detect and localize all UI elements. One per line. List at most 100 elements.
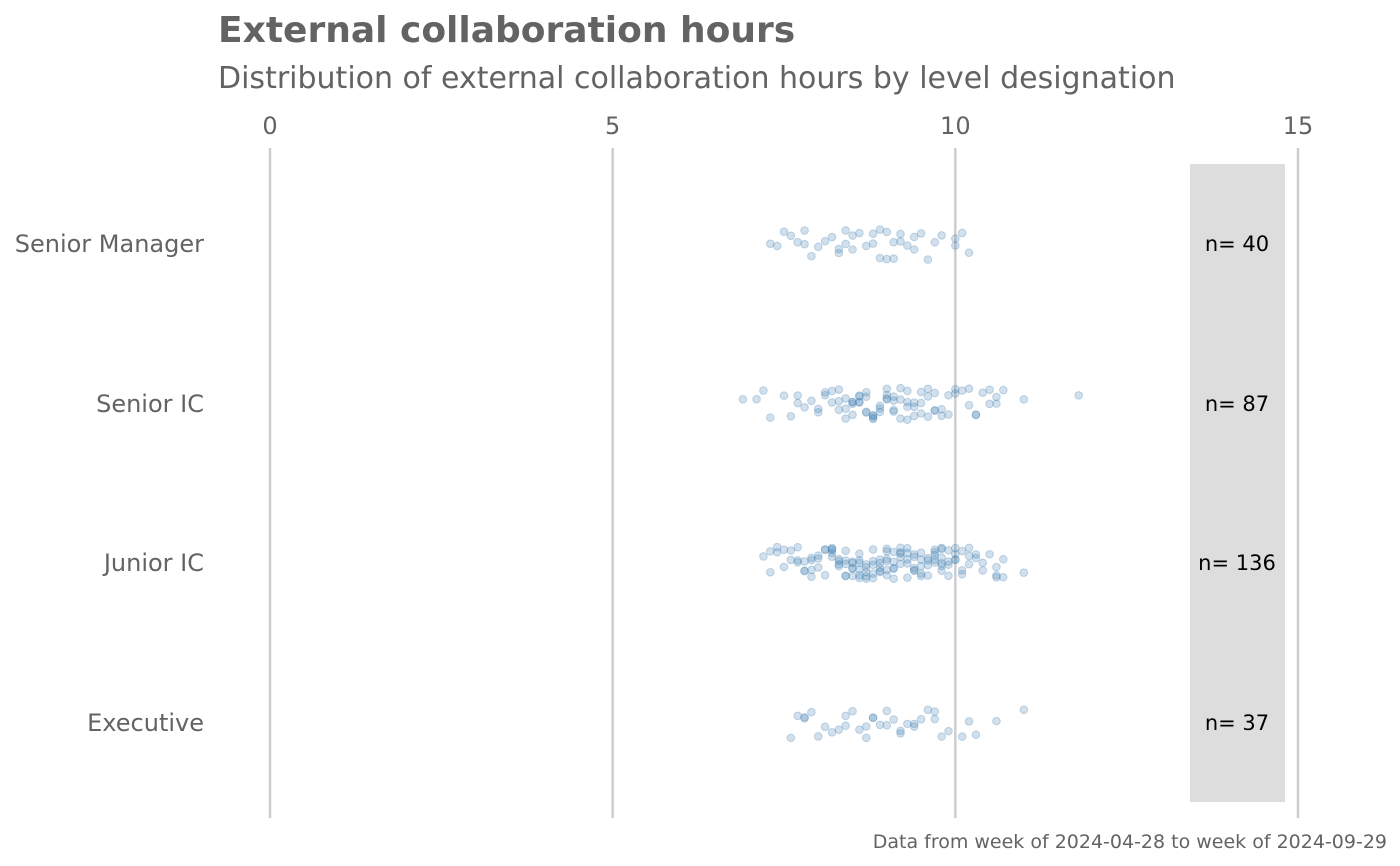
count-labels: n= 40 n= 87 n= 136 n= 37 — [1198, 232, 1276, 735]
data-point — [964, 717, 974, 726]
data-point — [882, 570, 892, 580]
data-point — [999, 572, 1008, 582]
data-point — [909, 550, 919, 559]
data-point — [800, 557, 809, 566]
data-point — [964, 248, 974, 258]
data-point — [889, 563, 898, 573]
data-point — [861, 392, 871, 401]
data-point — [848, 571, 857, 581]
data-point — [875, 407, 885, 417]
data-point — [765, 239, 775, 248]
data-point — [875, 253, 885, 263]
data-point — [834, 396, 844, 406]
data-point — [882, 384, 892, 394]
data-point — [944, 391, 953, 400]
data-point — [978, 566, 988, 575]
data-point — [923, 705, 933, 715]
data-point — [834, 725, 844, 734]
data-point — [923, 560, 933, 570]
data-point — [951, 555, 960, 564]
data-point — [957, 546, 967, 556]
data-point — [841, 239, 850, 249]
data-point — [827, 548, 837, 558]
data-point — [889, 547, 898, 557]
data-point — [944, 560, 953, 570]
data-point — [916, 398, 926, 408]
data-point — [951, 555, 960, 565]
data-point — [841, 721, 850, 731]
data-point — [855, 571, 864, 580]
data-point — [827, 232, 837, 242]
data-point — [923, 255, 933, 264]
data-point — [868, 414, 878, 424]
data-point — [937, 411, 946, 421]
data-point — [944, 546, 953, 555]
data-point — [779, 562, 789, 572]
data-point — [841, 394, 850, 403]
data-point — [882, 706, 892, 716]
data-point — [896, 552, 905, 562]
data-point — [930, 707, 940, 716]
data-point — [985, 399, 994, 409]
data-point — [951, 543, 960, 553]
data-point — [916, 409, 926, 418]
data-point — [807, 572, 816, 582]
data-point — [903, 559, 912, 568]
data-point — [813, 551, 823, 560]
data-point — [793, 398, 803, 408]
data-point — [889, 254, 898, 263]
data-point — [807, 396, 816, 406]
data-point — [964, 551, 974, 561]
data-point — [820, 570, 830, 580]
data-point — [861, 408, 871, 417]
data-point — [882, 254, 892, 264]
data-point — [882, 720, 892, 730]
data-point — [964, 559, 974, 569]
data-point — [896, 549, 905, 558]
data-point — [882, 544, 892, 553]
data-point — [834, 405, 844, 415]
data-point — [752, 394, 761, 404]
data-point — [807, 553, 816, 563]
data-point — [971, 410, 981, 419]
count-label: n= 40 — [1205, 232, 1269, 256]
data-point — [971, 730, 981, 739]
data-point — [971, 550, 981, 559]
data-point — [813, 563, 823, 572]
data-point — [827, 727, 837, 737]
data-point — [882, 390, 892, 400]
data-point — [868, 560, 878, 570]
data-point — [793, 555, 803, 565]
data-point — [930, 237, 940, 247]
y-axis-category-labels: Senior Manager Senior IC Junior IC Executiv… — [15, 230, 204, 737]
data-point — [855, 556, 864, 565]
category-label: Executive — [87, 709, 204, 737]
data-point — [992, 399, 1001, 408]
data-point — [848, 558, 857, 568]
data-point — [861, 563, 871, 572]
count-label: n= 87 — [1205, 392, 1269, 416]
data-point — [868, 545, 878, 554]
x-tick-label: 0 — [262, 112, 277, 140]
data-point — [800, 566, 809, 575]
data-point — [861, 574, 871, 583]
data-point — [786, 231, 796, 241]
data-point — [834, 561, 844, 571]
data-point — [813, 404, 823, 414]
data-point — [861, 722, 871, 731]
data-point — [813, 242, 823, 252]
data-point — [841, 571, 850, 581]
data-point — [903, 402, 912, 412]
data-point — [827, 545, 837, 555]
data-point — [1019, 705, 1029, 715]
data-point — [985, 385, 994, 394]
data-point — [909, 398, 919, 407]
category-label: Senior Manager — [15, 230, 204, 258]
data-point — [779, 391, 789, 400]
gridlines — [268, 148, 1300, 818]
data-point — [848, 410, 857, 420]
data-point — [923, 384, 933, 394]
data-point — [848, 231, 857, 240]
count-label: n= 136 — [1198, 551, 1276, 575]
data-point — [896, 543, 905, 552]
